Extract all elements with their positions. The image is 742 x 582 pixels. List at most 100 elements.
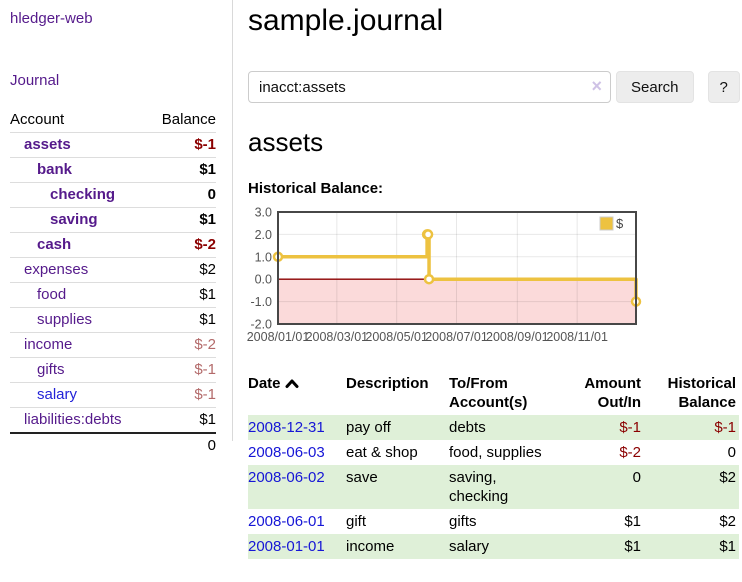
transaction-description: eat & shop [346,444,418,461]
balance-chart[interactable]: $3.0 2.0 1.0 0.0 -1.0 -2.0 2008/01/01 2008/03/0… [247,206,740,347]
svg-text:2.0: 2.0 [255,228,272,242]
svg-text:-1.0: -1.0 [250,295,272,309]
clear-search-icon[interactable]: × [591,76,602,96]
transaction-amount: $1 [624,513,641,530]
svg-text:0.0: 0.0 [255,273,272,287]
page-title: sample.journal [248,4,444,37]
svg-text:2008/09/01: 2008/09/01 [486,330,549,344]
transaction-date-link[interactable]: 2008-12-31 [248,419,325,436]
account-row: assets $-1 [10,132,216,158]
account-row: supplies $1 [10,307,216,333]
account-link[interactable]: expenses [24,261,89,278]
register-row: 2008-06-02 save saving, checking 0 $2 [248,465,739,509]
transaction-description: gift [346,513,367,530]
transaction-date-link[interactable]: 2008-06-02 [248,469,325,486]
transaction-amount: $-1 [619,419,641,436]
account-row: liabilities:debts $1 [10,407,216,434]
account-balance: 0 [207,186,216,203]
account-link[interactable]: cash [37,236,72,253]
transaction-accounts: saving, checking [449,469,509,505]
account-balance: $1 [199,411,216,428]
account-row: cash $-2 [10,232,216,258]
transaction-date-link[interactable]: 2008-06-01 [248,513,325,530]
account-row: checking 0 [10,182,216,208]
account-balance: $1 [199,311,216,328]
accounts-total-value: 0 [207,437,216,454]
transaction-description: save [346,469,378,486]
svg-text:2008/05/01: 2008/05/01 [365,330,428,344]
account-link[interactable]: bank [37,161,73,178]
account-row: saving $1 [10,207,216,233]
svg-text:$: $ [616,216,624,231]
transaction-date-link[interactable]: 2008-06-03 [248,444,325,461]
transaction-accounts: salary [449,538,490,555]
account-row: bank $1 [10,157,216,183]
search-input[interactable] [248,71,611,103]
register-header-amount: Amount Out/In [584,375,641,411]
register-header-description: Description [346,375,429,392]
account-link[interactable]: checking [50,186,116,203]
account-balance: $1 [199,286,216,303]
app-title-link[interactable]: hledger-web [10,10,93,27]
transaction-accounts: gifts [449,513,477,530]
search-help-button[interactable]: ? [707,71,740,103]
balance-chart-svg[interactable]: $3.0 2.0 1.0 0.0 -1.0 -2.02008/01/012008/03/0… [247,206,648,347]
sidebar-nav: Journal [10,72,222,90]
transaction-balance: $1 [719,538,736,555]
search-button[interactable]: Search [616,71,694,103]
accounts-total-row: 0 [10,433,216,458]
account-link[interactable]: gifts [37,361,65,378]
sort-ascending-icon [285,379,299,388]
svg-text:2008/11/01: 2008/11/01 [546,330,608,344]
register-row: 2008-06-01 gift gifts $1 $2 [248,509,739,534]
account-heading: assets [248,127,324,157]
register-table: Date Description To/From Account(s) Amou… [248,371,739,559]
account-balance: $1 [199,211,216,228]
sidebar: hledger-web Journal Account Balance asse… [0,0,233,454]
account-link[interactable]: salary [37,386,78,403]
account-balance: $-1 [194,361,216,378]
account-link[interactable]: assets [24,136,71,153]
transaction-description: pay off [346,419,391,436]
account-link[interactable]: saving [50,211,98,228]
accounts-table-body: assets $-1 bank $1 checking 0 saving $1 … [10,132,216,434]
account-row: food $1 [10,282,216,308]
chart-title: Historical Balance: [248,180,384,197]
register-row: 2008-06-03 eat & shop food, supplies $-2… [248,440,739,465]
register-header-date[interactable]: Date [248,371,346,415]
transaction-accounts: food, supplies [449,444,542,461]
register-header-row: Date Description To/From Account(s) Amou… [248,371,739,415]
svg-text:1.0: 1.0 [255,250,272,264]
account-link[interactable]: liabilities:debts [24,411,122,428]
transaction-description: income [346,538,395,555]
app-title: hledger-web [10,10,222,28]
svg-text:2008/01/01: 2008/01/01 [247,330,310,344]
transaction-balance: $2 [719,513,736,530]
account-balance: $-1 [194,386,216,403]
transaction-amount: 0 [632,469,641,486]
account-row: salary $-1 [10,382,216,408]
accounts-table: Account Balance assets $-1 bank $1 check… [10,109,216,458]
register-header-balance: Historical Balance [667,375,736,411]
account-balance: $1 [199,161,216,178]
accounts-header-account: Account [10,111,65,128]
transaction-accounts: debts [449,419,486,436]
account-balance: $-2 [194,236,216,253]
svg-text:3.0: 3.0 [255,206,272,220]
account-link[interactable]: income [24,336,73,353]
register-header-accounts: To/From Account(s) [449,375,528,411]
account-link[interactable]: supplies [37,311,93,328]
accounts-total-spacer [10,433,149,458]
transaction-date-link[interactable]: 2008-01-01 [248,538,325,555]
svg-text:2008/07/01: 2008/07/01 [425,330,488,344]
transaction-amount: $-2 [619,444,641,461]
transaction-amount: $1 [624,538,641,555]
accounts-table-header: Account Balance [10,109,216,133]
sidebar-item-journal[interactable]: Journal [10,72,60,89]
register-row: 2008-12-31 pay off debts $-1 $-1 [248,415,739,440]
account-balance: $-1 [194,136,216,153]
main-content: sample.journal × Search ? assets Histori… [233,0,742,582]
account-link[interactable]: food [37,286,67,303]
account-row: expenses $2 [10,257,216,283]
